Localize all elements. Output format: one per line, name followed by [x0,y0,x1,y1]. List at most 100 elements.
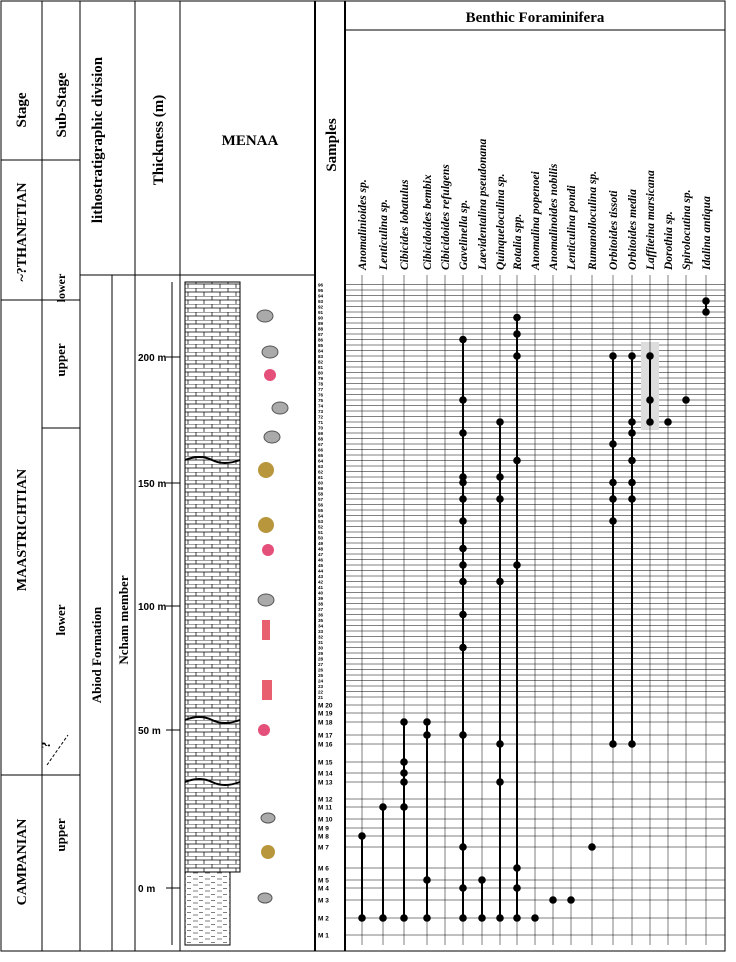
taxa-header: Benthic Foraminifera [466,10,605,26]
occurrence [702,297,710,305]
sample-label: M 9 [318,826,329,833]
taxon-name: Idalina antiqua [701,196,713,271]
occurrence [459,544,467,553]
sample-label: M 5 [318,878,329,885]
sample-label: 88 [318,326,324,331]
sample-label: 32 [318,634,324,639]
sample-label: 95 [318,288,324,293]
frame [0,0,726,952]
lithology [184,281,289,946]
sample-label: 70 [318,425,324,430]
occurrence [682,396,690,404]
sample-label: 60 [318,480,324,485]
occurrence [513,352,521,360]
litho-header: lithostratigraphic division [90,56,106,223]
occurrence [496,914,504,922]
sample-label: 92 [318,304,324,309]
sample-label: 24 [318,678,324,683]
occurrence [459,610,467,619]
sample-label: M 20 [318,703,333,710]
occurrence [609,352,617,360]
occurrence [496,473,504,481]
sample-label: 46 [318,557,324,562]
sample-label: 58 [318,491,324,496]
sample-label: M 4 [318,886,329,893]
sample-label: 64 [318,458,324,463]
occurrence [423,914,431,922]
sample-label: 80 [318,370,324,375]
occurrence [478,914,486,922]
sample-label: M 14 [318,771,333,778]
occurrence [459,429,467,437]
occurrence [400,803,408,811]
sample-label: 40 [318,590,324,595]
sample-label: 62 [318,469,324,474]
occurrence [358,832,366,840]
sample-label: 86 [318,337,324,342]
taxon-name: Quinqueloculina sp. [495,174,507,271]
sample-label: M 7 [318,845,329,852]
occurrence [459,335,467,344]
occurrence [609,478,617,487]
occurrence [459,473,467,481]
sample-label: 47 [318,552,324,557]
sample-label: 33 [318,629,324,634]
sample-label: 29 [318,651,324,656]
sample-label: 27 [318,662,324,667]
occurrence [496,778,504,786]
occurrence [400,778,408,786]
occurrence [379,803,387,811]
occurrence [400,718,408,726]
occurrence [459,884,467,892]
occurrence [628,418,636,426]
occurrence [459,731,467,739]
stage: CAMPANIAN [15,819,30,906]
sample-label: 38 [318,601,324,606]
sample-label: 93 [318,299,324,304]
sample-label: 26 [318,667,324,672]
sample-label: 55 [318,508,324,513]
occurrence [423,718,431,726]
sample-label: 74 [318,403,324,408]
occurrence [513,914,521,922]
sample-label: 23 [318,684,324,689]
occurrence [567,896,575,904]
sample-label: 85 [318,343,324,348]
stage: MAASTRICHTIAN [15,469,30,591]
occurrence [459,561,467,569]
taxon-name: Anomalinoides nobilis [548,163,560,271]
sample-label: M 12 [318,797,333,804]
sample-label: 96 [318,282,324,287]
sample-label: 34 [318,623,324,628]
taxon-name: Lenticulina sp. [378,199,390,271]
sample-label: 69 [318,431,324,436]
occurrence [513,330,521,338]
sample-label: 30 [318,645,324,650]
thickness-label: 0 m [138,884,155,895]
sample-label: 84 [318,348,324,353]
sample-label: 77 [318,387,324,392]
sample-label: 83 [318,354,324,359]
taxon-name: Gavelinella sp. [458,200,470,270]
substage: lower [53,604,68,635]
sample-label: 45 [318,563,324,568]
sample-label: M 1 [318,933,329,940]
sample-label: 41 [318,585,324,590]
occurrence [513,561,521,569]
sample-label: 81 [318,365,324,370]
sample-label: 53 [318,519,324,524]
taxon-name: Dorothia sp. [663,211,675,271]
substage: ? [38,742,53,749]
stage-header: Stage [14,92,30,127]
occurrence [379,914,387,922]
sample-label: 91 [318,310,324,315]
sample-label: 78 [318,381,324,386]
taxon-name: Rumanolloculina sp. [587,171,599,271]
sample-label: M 13 [318,780,333,787]
occurrence [459,577,467,586]
occurrence [423,731,431,739]
occurrence [609,440,617,448]
sample-label: 57 [318,497,324,502]
sample-label: 49 [318,541,324,546]
